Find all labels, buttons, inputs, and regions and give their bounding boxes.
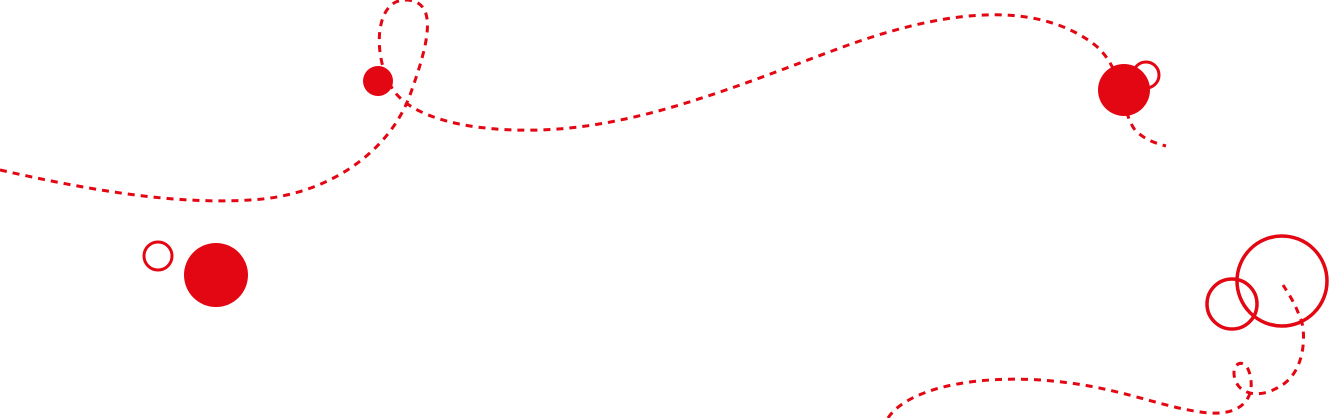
outline-circle-large	[1235, 234, 1329, 328]
filled-circle-upper-right	[1098, 64, 1150, 116]
outline-circle-left	[142, 240, 174, 272]
filled-circle-left	[184, 243, 248, 307]
dashed-trail-upper	[0, 0, 1167, 203]
outline-circle-medium	[1205, 277, 1259, 331]
dashed-trail-lower	[886, 284, 1305, 418]
filled-circle-small	[363, 66, 393, 96]
